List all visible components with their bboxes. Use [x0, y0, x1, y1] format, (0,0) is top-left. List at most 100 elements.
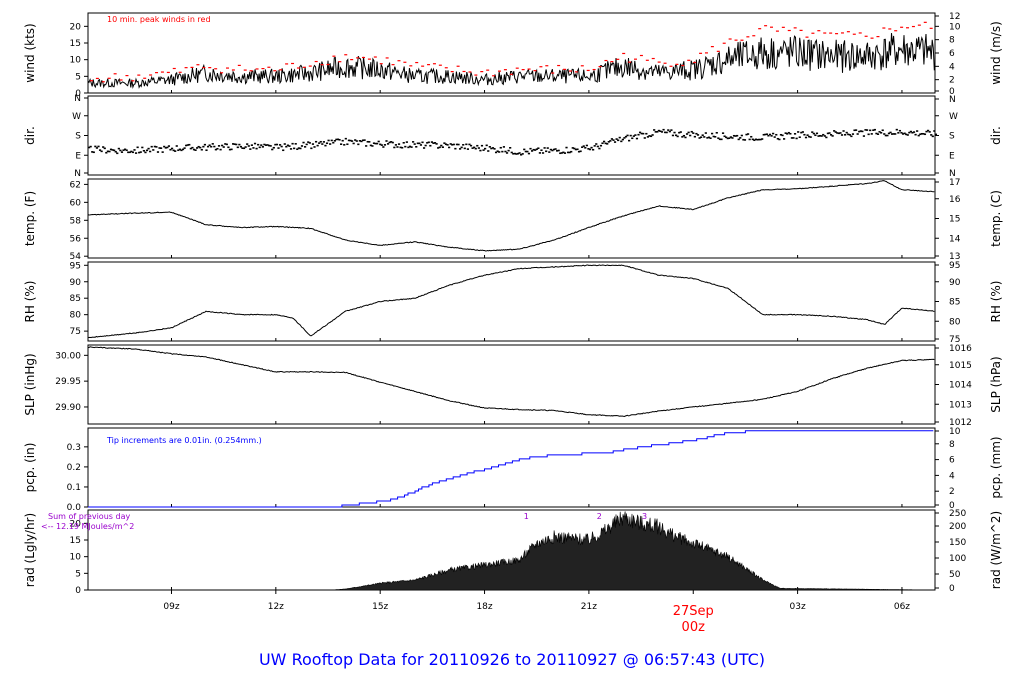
- wind-direction-point: [103, 147, 106, 150]
- wind-direction-point: [183, 147, 186, 149]
- wind-direction-point: [704, 132, 707, 134]
- wind-direction-point: [566, 151, 570, 154]
- y-tick-label-right: 150: [949, 538, 966, 548]
- wind-direction-point: [233, 143, 236, 145]
- x-tick-label: 09z: [163, 602, 179, 612]
- wind-direction-point: [814, 134, 817, 137]
- wind-direction-point: [526, 150, 529, 153]
- wind-direction-point: [559, 152, 562, 155]
- wind-direction-point: [648, 135, 651, 137]
- y-tick-label-right: 10: [949, 427, 961, 437]
- wind-direction-point: [412, 141, 415, 143]
- wind-direction-point: [613, 141, 617, 143]
- wind-direction-point: [634, 134, 637, 136]
- y-tick-label-right: 1014: [949, 381, 972, 391]
- wind-direction-point: [246, 143, 249, 145]
- wind-direction-point: [170, 147, 174, 150]
- wind-direction-point: [299, 147, 302, 150]
- wind-direction-point: [659, 130, 662, 132]
- wind-direction-point: [175, 145, 178, 147]
- y-tick-label-right: 1016: [949, 344, 972, 354]
- wind-direction-point: [484, 147, 487, 150]
- wind-direction-point: [772, 132, 775, 135]
- wind-direction-point: [346, 143, 349, 146]
- wind-direction-point: [856, 133, 859, 135]
- y-tick-label-left: 10: [70, 56, 82, 66]
- y-tick-label-right: 13: [949, 252, 960, 262]
- wind-direction-point: [460, 146, 463, 149]
- wind-direction-point: [687, 131, 690, 134]
- wind-direction-point: [513, 152, 516, 155]
- wind-direction-point: [252, 147, 255, 149]
- wind-direction-point: [271, 148, 274, 151]
- y-tick-label-right: 100: [949, 554, 966, 564]
- wind-direction-point: [471, 147, 474, 149]
- y-tick-label-right: 1013: [949, 400, 972, 410]
- wind-direction-point: [407, 146, 410, 149]
- wind-direction-point: [750, 135, 753, 138]
- wind-direction-point: [318, 142, 321, 144]
- wind-direction-point: [925, 130, 928, 133]
- wind-direction-point: [635, 137, 639, 140]
- wind-direction-point: [903, 132, 906, 135]
- wind-direction-point: [678, 131, 681, 134]
- day-mark-time: 00z: [682, 620, 706, 635]
- radiation-marker-label: 2: [597, 512, 602, 521]
- wind-direction-point: [316, 144, 319, 147]
- wind-direction-point: [340, 143, 343, 145]
- wind-direction-point: [350, 140, 354, 142]
- wind-direction-point: [329, 143, 332, 145]
- wind-direction-point: [535, 148, 538, 150]
- wind-direction-point: [809, 136, 812, 138]
- wind-direction-point: [612, 139, 615, 141]
- wind-direction-point: [124, 148, 127, 151]
- wind-direction-point: [615, 138, 618, 140]
- wind-direction-point: [667, 129, 670, 131]
- y-axis-label-right: RH (%): [989, 281, 1003, 323]
- wind-direction-point: [152, 149, 155, 151]
- y-tick-label-right: 250: [949, 509, 966, 519]
- wind-direction-point: [421, 141, 424, 144]
- wind-direction-point: [401, 146, 404, 149]
- y-tick-label-left: 58: [70, 216, 82, 226]
- wind-direction-point: [883, 133, 886, 135]
- wind-direction-point: [759, 138, 762, 141]
- y-tick-label-left: N: [74, 94, 81, 104]
- y-axis-label-left: SLP (inHg): [23, 353, 37, 415]
- wind-direction-point: [174, 150, 177, 152]
- wind-direction-point: [592, 148, 595, 151]
- wind-direction-point: [926, 129, 930, 132]
- wind-direction-point: [494, 151, 498, 154]
- wind-direction-point: [734, 135, 737, 137]
- wind-direction-point: [206, 145, 210, 148]
- wind-direction-point: [297, 147, 300, 149]
- wind-direction-point: [192, 148, 196, 151]
- wind-direction-point: [258, 146, 261, 149]
- wind-direction-point: [673, 131, 676, 134]
- panel-frame: [87, 427, 936, 508]
- panel-frame: [87, 178, 936, 259]
- wind-direction-point: [327, 139, 330, 142]
- wind-direction-point: [665, 131, 668, 134]
- wind-direction-point: [552, 148, 556, 151]
- wind-direction-point: [444, 143, 448, 146]
- y-tick-label-right: 6: [949, 456, 955, 466]
- wind-direction-point: [732, 134, 736, 137]
- wind-direction-point: [626, 134, 629, 137]
- wind-direction-point: [596, 145, 599, 148]
- wind-direction-point: [588, 148, 592, 151]
- wind-direction-point: [307, 141, 310, 143]
- wind-direction-point: [488, 146, 491, 148]
- wind-direction-point: [399, 146, 402, 149]
- wind-direction-point: [664, 131, 667, 134]
- wind-direction-point: [219, 148, 222, 151]
- wind-direction-point: [504, 150, 507, 153]
- wind-direction-point: [679, 131, 682, 133]
- wind-direction-point: [825, 136, 828, 139]
- radiation-sum-label: Sum of previous day: [48, 512, 130, 521]
- wind-direction-point: [479, 149, 482, 152]
- wind-direction-point: [620, 140, 623, 143]
- y-tick-label-right: 8: [949, 440, 955, 450]
- y-tick-label-left: 15: [70, 39, 81, 49]
